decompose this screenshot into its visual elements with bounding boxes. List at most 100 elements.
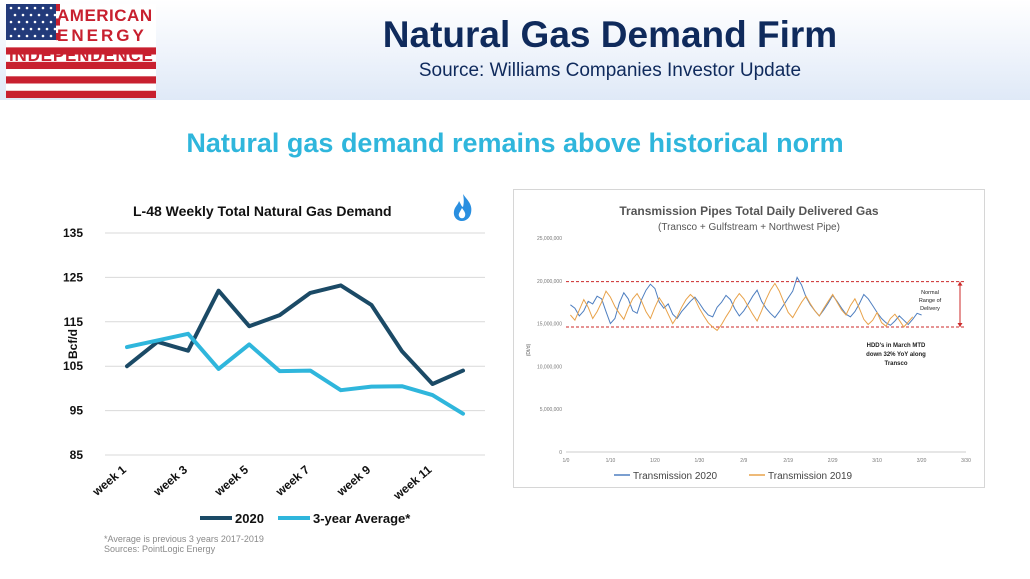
flag-star bbox=[33, 6, 37, 10]
chart2-series-line-2019 bbox=[570, 282, 914, 332]
normal-range-annotation: Normal Range of Delivery bbox=[919, 290, 942, 312]
annotation-normal-range-line1: Normal bbox=[921, 290, 939, 296]
chart2-ytick-label: 0 bbox=[559, 450, 562, 456]
flag-star bbox=[25, 20, 29, 24]
chart1-xtick-label: week 5 bbox=[211, 462, 251, 499]
transmission-chart: Transmission Pipes Total Daily Delivered… bbox=[526, 204, 971, 482]
logo-line-2: ENERGY bbox=[57, 26, 147, 45]
chart1-ytick-label: 85 bbox=[70, 448, 84, 462]
chart2-ytick-label: 25,000,000 bbox=[537, 236, 562, 242]
flag-star bbox=[25, 6, 29, 10]
chart2-xtick-label: 1/20 bbox=[650, 458, 660, 464]
flag-star bbox=[53, 27, 57, 31]
logo-line-1: AMERICAN bbox=[57, 6, 153, 25]
flag-star bbox=[13, 27, 17, 31]
flag-star bbox=[17, 6, 21, 10]
hdd-annotation: HDD's in March MTD down 32% YoY along Tr… bbox=[866, 343, 926, 367]
flag-star bbox=[49, 6, 53, 10]
chart1-xtick-label: week 1 bbox=[89, 462, 129, 499]
flag-star bbox=[29, 13, 33, 17]
chart1-legend-2020: 2020 bbox=[235, 511, 264, 526]
chart1-ytick-label: 135 bbox=[63, 226, 83, 240]
chart2-xtick-label: 3/30 bbox=[961, 458, 971, 464]
flag-star bbox=[33, 34, 37, 38]
flame-icon bbox=[453, 194, 472, 221]
chart1-legend: 2020 3-year Average* bbox=[200, 511, 411, 526]
chart1-ytick-label: 115 bbox=[64, 315, 84, 329]
chart2-series-line-2020 bbox=[570, 276, 922, 326]
chart1-ytick-label: 95 bbox=[70, 404, 84, 418]
flag-star bbox=[41, 6, 45, 10]
flag-stripe bbox=[56, 11, 60, 19]
flag-star bbox=[45, 13, 49, 17]
arrowhead-up bbox=[957, 281, 963, 286]
flag-stripe bbox=[6, 90, 156, 98]
chart1-xtick-label: week 11 bbox=[390, 462, 435, 503]
chart1-ytick-label: 125 bbox=[63, 270, 83, 284]
chart1-xtick-label: week 7 bbox=[272, 462, 312, 499]
chart2-ytick-label: 5,000,000 bbox=[540, 407, 562, 413]
flag-star bbox=[41, 34, 45, 38]
footnote-average: *Average is previous 3 years 2017-2019 bbox=[104, 534, 264, 544]
chart2-ytick-label: 10,000,000 bbox=[537, 364, 562, 370]
flag-star bbox=[41, 20, 45, 24]
weekly-demand-chart-panel: L-48 Weekly Total Natural Gas Demand 85 9… bbox=[55, 178, 505, 558]
chart2-legend: Transmission 2020 Transmission 2019 bbox=[614, 471, 853, 482]
flag-stripe bbox=[56, 18, 60, 26]
chart2-xtick-label: 1/0 bbox=[563, 458, 570, 464]
chart1-legend-avg: 3-year Average* bbox=[313, 511, 411, 526]
chart2-subtitle: (Transco + Gulfstream + Northwest Pipe) bbox=[658, 222, 840, 233]
flag-stripe bbox=[56, 4, 60, 12]
chart1-ylabel: Bcf/d bbox=[66, 329, 80, 359]
chart2-xtick-label: 2/19 bbox=[783, 458, 793, 464]
flag-star bbox=[37, 13, 41, 17]
flag-stripe bbox=[6, 69, 156, 77]
flag-star bbox=[17, 34, 21, 38]
chart1-xtick-label: week 3 bbox=[150, 462, 190, 499]
flag-stripe bbox=[6, 76, 156, 84]
chart2-xtick-label: 3/20 bbox=[917, 458, 927, 464]
american-flag-logo bbox=[6, 4, 156, 98]
chart1-series-line-3yr-avg bbox=[125, 331, 465, 416]
flag-stripe bbox=[56, 25, 60, 33]
flag-stripe bbox=[6, 83, 156, 91]
chart1-xtick-label: week 9 bbox=[333, 462, 373, 499]
chart2-xtick-label: 1/10 bbox=[606, 458, 616, 464]
page-title: Natural Gas Demand Firm bbox=[382, 14, 838, 55]
header-banner: AMERICAN ENERGY INDEPENDENCE Natural Gas… bbox=[0, 0, 1030, 100]
chart2-xtick-label: 1/30 bbox=[694, 458, 704, 464]
chart1-ytick-label: 105 bbox=[63, 359, 83, 373]
flag-star bbox=[13, 13, 17, 17]
flag-star bbox=[29, 27, 33, 31]
flag-star bbox=[21, 13, 25, 17]
chart1-series-line-2020 bbox=[125, 283, 465, 386]
flag-stripe bbox=[6, 54, 156, 62]
annotation-hdd-line2: down 32% YoY along bbox=[866, 352, 926, 358]
flag-star bbox=[49, 34, 53, 38]
chart2-xtick-label: 3/10 bbox=[872, 458, 882, 464]
chart2-ylabel: (Dt/d) bbox=[526, 343, 532, 356]
annotation-hdd-line1: HDD's in March MTD bbox=[867, 343, 926, 349]
chart2-legend-2019: Transmission 2019 bbox=[768, 471, 853, 482]
flag-star bbox=[17, 20, 21, 24]
chart2-title: Transmission Pipes Total Daily Delivered… bbox=[619, 204, 879, 218]
chart2-xtick-label: 2/29 bbox=[828, 458, 838, 464]
flag-star bbox=[33, 20, 37, 24]
arrowhead-down bbox=[957, 323, 963, 328]
logo-line-3: INDEPENDENCE bbox=[9, 46, 154, 65]
footnote-sources: Sources: PointLogic Energy bbox=[104, 544, 216, 554]
flag-stripe bbox=[6, 47, 156, 55]
flag-star bbox=[53, 13, 57, 17]
flag-star bbox=[9, 20, 13, 24]
transmission-chart-panel: Transmission Pipes Total Daily Delivered… bbox=[513, 189, 985, 488]
flag-star bbox=[9, 6, 13, 10]
flag-stripe bbox=[6, 40, 156, 48]
annotation-normal-range-line2: Range of bbox=[919, 298, 942, 304]
flag-stripe bbox=[6, 61, 156, 70]
flag-star bbox=[9, 34, 13, 38]
flag-star bbox=[25, 34, 29, 38]
chart2-ytick-label: 15,000,000 bbox=[537, 322, 562, 328]
flag-star bbox=[49, 20, 53, 24]
flag-star bbox=[21, 27, 25, 31]
slide-subheading: Natural gas demand remains above histori… bbox=[186, 128, 844, 158]
